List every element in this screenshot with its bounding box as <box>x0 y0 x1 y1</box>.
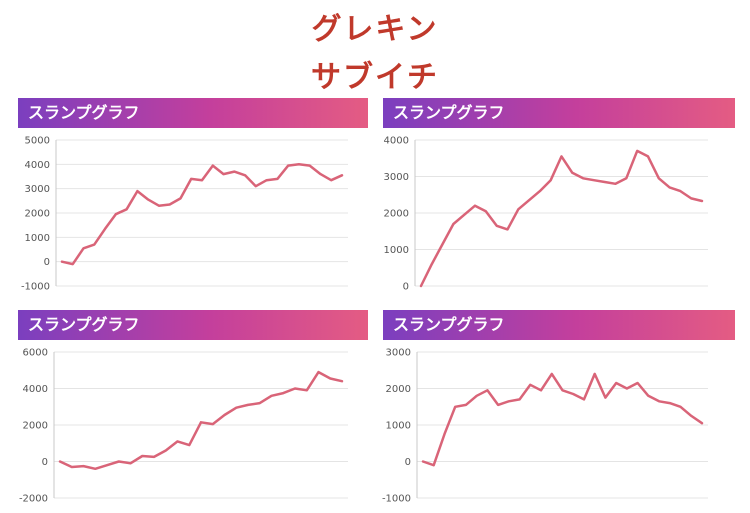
chart-2: 4000 3000 2000 1000 0 <box>384 136 708 293</box>
y-tick-label: 3000 <box>384 172 409 183</box>
y-tick-label: 2000 <box>384 209 409 220</box>
chart-header-3: スランプグラフ <box>18 310 368 340</box>
chart-header-1: スランプグラフ <box>18 98 368 128</box>
y-tick-label: 3000 <box>386 348 411 359</box>
y-tick-label: 0 <box>44 257 50 268</box>
y-tick-label: 4000 <box>25 160 50 171</box>
y-tick-label: 0 <box>405 457 411 468</box>
series-line <box>419 149 704 288</box>
y-tick-label: 1000 <box>386 421 411 432</box>
chart-1: 5000 4000 3000 2000 1000 0 -1000 <box>21 136 348 293</box>
y-tick-label: 6000 <box>23 348 48 359</box>
chart-4: 3000 2000 1000 0 -1000 <box>382 348 708 505</box>
chart-3: 6000 4000 2000 0 -2000 <box>19 348 348 505</box>
page-title-line-2: サブイチ <box>311 60 439 95</box>
y-tick-label: 4000 <box>23 384 48 395</box>
y-tick-label: 0 <box>403 282 409 293</box>
y-tick-label: -1000 <box>382 494 411 505</box>
y-tick-label: -2000 <box>19 494 48 505</box>
y-tick-label: 1000 <box>384 245 409 256</box>
y-tick-label: 1000 <box>25 233 50 244</box>
chart-panel-4: スランプグラフ 3000 2000 1000 0 -1000 <box>382 310 735 510</box>
chart-panel-2: スランプグラフ 4000 3000 2000 1000 0 <box>383 98 735 303</box>
y-tick-label: 3000 <box>25 184 50 195</box>
y-tick-label: 2000 <box>386 384 411 395</box>
y-tick-label: 0 <box>42 457 48 468</box>
chart-panel-1: スランプグラフ 5000 4000 3000 2000 1000 0 -1000 <box>18 98 368 303</box>
series-line <box>60 163 344 266</box>
y-tick-label: -1000 <box>21 282 50 293</box>
y-tick-label: 4000 <box>384 136 409 147</box>
y-tick-label: 5000 <box>25 136 50 147</box>
series-line <box>58 370 344 471</box>
chart-panel-3: スランプグラフ 6000 4000 2000 0 -2000 <box>18 310 368 510</box>
page-title-line-1: グレキン <box>311 12 439 47</box>
y-tick-label: 2000 <box>25 209 50 220</box>
chart-header-2: スランプグラフ <box>383 98 735 128</box>
series-line <box>421 372 704 467</box>
y-tick-label: 2000 <box>23 421 48 432</box>
chart-header-4: スランプグラフ <box>383 310 735 340</box>
